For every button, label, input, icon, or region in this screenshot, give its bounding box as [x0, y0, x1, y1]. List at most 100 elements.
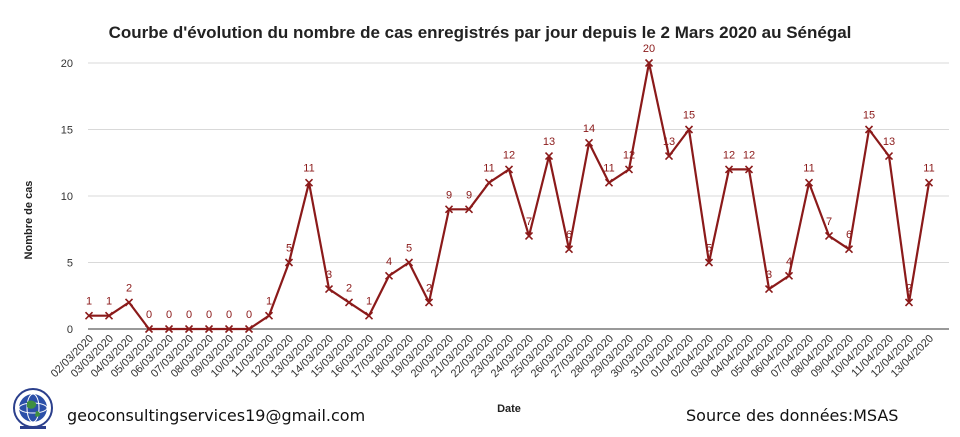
data-point	[124, 298, 134, 307]
data-label: 20	[643, 43, 655, 55]
data-label: 11	[483, 163, 494, 175]
point-marker-stroke	[84, 311, 94, 320]
data-label: 4	[786, 256, 792, 268]
data-label: 12	[623, 149, 635, 161]
data-label: 7	[826, 216, 832, 228]
point-marker-stroke	[184, 324, 194, 334]
y-tick-label: 5	[67, 258, 73, 270]
data-label: 14	[583, 123, 595, 135]
data-label: 2	[346, 282, 352, 294]
y-tick-label: 20	[61, 58, 73, 70]
data-label: 3	[766, 269, 772, 281]
data-point	[584, 138, 594, 147]
data-point	[644, 58, 654, 68]
data-source: Source des données:MSAS	[686, 406, 899, 425]
data-point	[404, 258, 414, 267]
data-point	[444, 205, 454, 214]
data-label: 0	[226, 309, 232, 321]
chart-grid	[88, 62, 949, 330]
data-point	[904, 298, 914, 307]
x-axis-title: Date	[497, 403, 521, 415]
globe-logo-icon	[13, 388, 53, 429]
data-point	[264, 311, 274, 320]
data-point	[324, 285, 334, 294]
data-label: 9	[466, 189, 472, 201]
data-point	[564, 245, 574, 254]
series-group	[84, 58, 934, 334]
data-label: 4	[386, 256, 392, 268]
data-point	[204, 324, 214, 334]
data-label: 9	[446, 189, 452, 201]
data-label: 15	[863, 110, 875, 122]
y-tick-label: 10	[61, 191, 73, 203]
data-label: 0	[186, 309, 192, 321]
point-marker-stroke	[544, 152, 554, 161]
point-marker-stroke	[524, 231, 534, 240]
y-tick-label: 15	[61, 125, 73, 137]
data-label: 11	[803, 163, 814, 175]
data-label: 0	[246, 309, 252, 321]
y-axis-title: Nombre de cas	[23, 181, 35, 260]
point-marker-stroke	[844, 245, 854, 254]
data-label: 13	[663, 136, 675, 148]
data-point	[524, 231, 534, 240]
point-marker-stroke	[244, 324, 254, 334]
point-marker-stroke	[884, 152, 894, 161]
point-marker-stroke	[344, 298, 354, 307]
data-point	[84, 311, 94, 320]
data-label: 7	[526, 216, 532, 228]
point-marker-stroke	[224, 324, 234, 334]
data-label: 11	[603, 163, 614, 175]
data-point	[824, 231, 834, 240]
y-tick-label: 0	[67, 324, 73, 336]
point-marker-stroke	[764, 285, 774, 294]
data-point	[464, 205, 474, 214]
data-point	[604, 178, 614, 187]
point-marker-stroke	[584, 138, 594, 147]
point-marker-stroke	[864, 125, 874, 134]
data-point	[224, 324, 234, 334]
point-marker-stroke	[644, 58, 654, 68]
data-point	[164, 324, 174, 334]
point-marker-stroke	[484, 178, 494, 187]
point-marker-stroke	[904, 298, 914, 307]
data-point	[744, 165, 754, 174]
data-point	[504, 165, 514, 174]
point-marker-stroke	[264, 311, 274, 320]
data-label: 1	[366, 296, 372, 308]
point-marker-stroke	[104, 311, 114, 320]
x-axis-ticks: 02/03/202003/03/202004/03/202005/03/2020…	[49, 333, 936, 380]
data-point	[764, 285, 774, 294]
data-point	[544, 152, 554, 161]
point-marker-stroke	[924, 178, 934, 187]
data-label: 2	[426, 282, 432, 294]
data-label: 2	[906, 282, 912, 294]
point-marker-stroke	[684, 125, 694, 134]
data-point	[284, 258, 294, 267]
point-marker-stroke	[564, 245, 574, 254]
data-label: 0	[206, 309, 212, 321]
point-marker-stroke	[604, 178, 614, 187]
data-point	[384, 271, 394, 280]
data-point	[484, 178, 494, 187]
data-label: 13	[543, 136, 555, 148]
data-point	[304, 178, 314, 187]
point-marker-stroke	[324, 285, 334, 294]
data-label: 0	[166, 309, 172, 321]
point-marker-stroke	[464, 205, 474, 214]
data-point	[844, 245, 854, 254]
data-label: 11	[923, 163, 934, 175]
point-marker-stroke	[724, 165, 734, 174]
point-marker-stroke	[144, 324, 154, 334]
data-point	[704, 258, 714, 267]
data-label: 0	[146, 309, 152, 321]
point-marker-stroke	[664, 152, 674, 161]
point-marker-stroke	[424, 298, 434, 307]
data-point	[624, 165, 634, 174]
data-point	[364, 311, 374, 320]
data-label: 12	[723, 149, 735, 161]
data-label: 1	[106, 296, 112, 308]
point-marker-stroke	[444, 205, 454, 214]
data-point	[864, 125, 874, 134]
